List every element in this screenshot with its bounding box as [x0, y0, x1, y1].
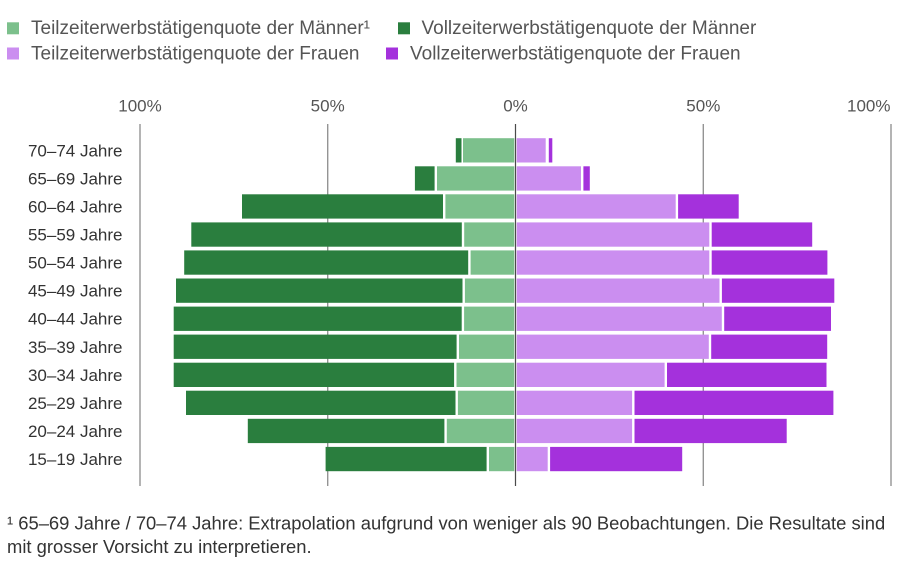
svg-text:70–74 Jahre: 70–74 Jahre [28, 141, 123, 160]
svg-text:mit grosser Vorsicht zu interp: mit grosser Vorsicht zu interpretieren. [7, 536, 312, 557]
svg-text:60–64 Jahre: 60–64 Jahre [28, 198, 123, 217]
svg-text:Teilzeiterwerbstätigenquote de: Teilzeiterwerbstätigenquote der Frauen [31, 44, 359, 65]
svg-text:Vollzeiterwerbstätigenquote de: Vollzeiterwerbstätigenquote der Männer [422, 18, 757, 39]
svg-text:25–29 Jahre: 25–29 Jahre [28, 394, 123, 413]
svg-text:Vollzeiterwerbstätigenquote de: Vollzeiterwerbstätigenquote der Frauen [410, 44, 741, 65]
svg-text:0%: 0% [503, 97, 528, 116]
svg-text:20–24 Jahre: 20–24 Jahre [28, 422, 123, 441]
svg-text:35–39 Jahre: 35–39 Jahre [28, 338, 123, 357]
svg-text:Teilzeiterwerbstätigenquote de: Teilzeiterwerbstätigenquote der Männer¹ [31, 18, 370, 39]
svg-text:30–34 Jahre: 30–34 Jahre [28, 366, 123, 385]
svg-text:¹ 65–69 Jahre / 70–74 Jahre: E: ¹ 65–69 Jahre / 70–74 Jahre: Extrapolati… [7, 513, 885, 534]
svg-text:100%: 100% [847, 97, 890, 116]
svg-text:100%: 100% [118, 97, 161, 116]
svg-text:50%: 50% [311, 97, 345, 116]
svg-text:45–49 Jahre: 45–49 Jahre [28, 282, 123, 301]
svg-text:55–59 Jahre: 55–59 Jahre [28, 226, 123, 245]
svg-text:40–44 Jahre: 40–44 Jahre [28, 310, 123, 329]
svg-text:50%: 50% [686, 97, 720, 116]
svg-text:15–19 Jahre: 15–19 Jahre [28, 450, 123, 469]
svg-text:65–69 Jahre: 65–69 Jahre [28, 169, 123, 188]
svg-text:50–54 Jahre: 50–54 Jahre [28, 254, 123, 273]
